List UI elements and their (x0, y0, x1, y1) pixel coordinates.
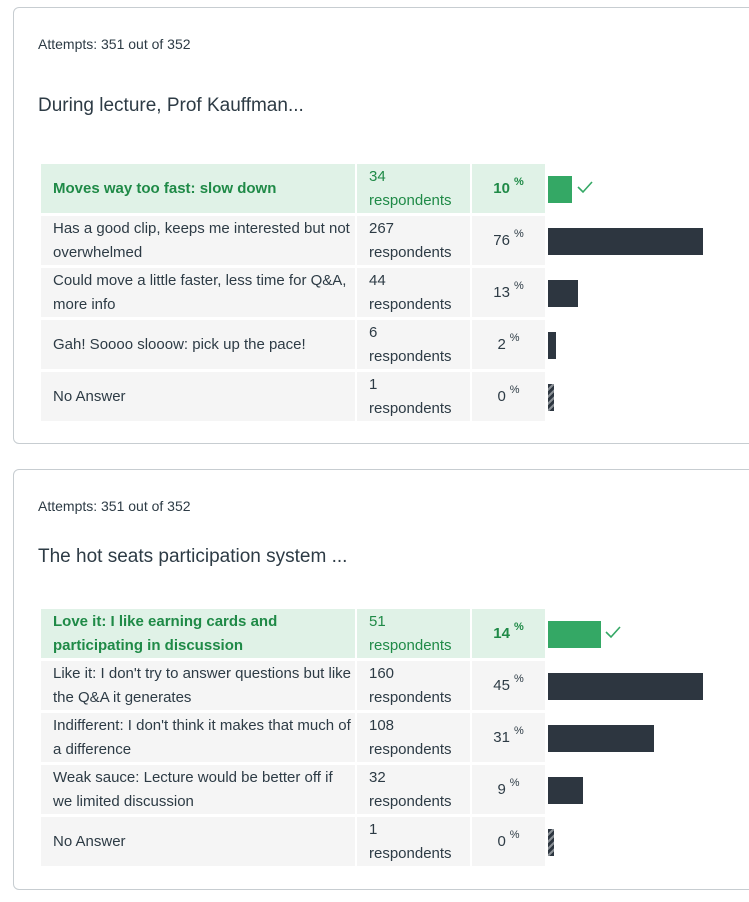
result-bar (548, 280, 578, 307)
result-bar (548, 777, 583, 804)
respondent-count: 6 respondents (357, 320, 470, 369)
answer-label: Moves way too fast: slow down (41, 164, 355, 213)
respondent-count: 1 respondents (357, 817, 470, 866)
percent-value: 45% (472, 661, 545, 710)
attempts-text: Attempts: 351 out of 352 (38, 498, 191, 514)
result-bar (548, 673, 703, 700)
answer-label: Could move a little faster, less time fo… (41, 268, 355, 317)
result-bar (548, 621, 601, 648)
result-bar (548, 228, 703, 255)
percent-value: 14% (472, 609, 545, 658)
respondent-count: 267 respondents (357, 216, 470, 265)
answer-label: Weak sauce: Lecture would be better off … (41, 765, 355, 814)
answer-label: Gah! Soooo slooow: pick up the pace! (41, 320, 355, 369)
correct-check-icon (605, 626, 621, 639)
percent-value: 0% (472, 817, 545, 866)
percent-value: 0% (472, 372, 545, 421)
result-bar (548, 332, 556, 359)
respondent-count: 34 respondents (357, 164, 470, 213)
percent-value: 10% (472, 164, 545, 213)
answer-label: Like it: I don't try to answer questions… (41, 661, 355, 710)
result-bar (548, 384, 554, 411)
attempts-text: Attempts: 351 out of 352 (38, 36, 191, 52)
answer-label: Has a good clip, keeps me interested but… (41, 216, 355, 265)
question-card-1: Attempts: 351 out of 352 During lecture,… (13, 7, 749, 444)
answer-label: Love it: I like earning cards and partic… (41, 609, 355, 658)
percent-value: 2% (472, 320, 545, 369)
correct-check-icon (577, 181, 593, 194)
respondent-count: 1 respondents (357, 372, 470, 421)
respondent-count: 44 respondents (357, 268, 470, 317)
result-bar (548, 176, 572, 203)
question-card-2: Attempts: 351 out of 352 The hot seats p… (13, 469, 749, 890)
respondent-count: 51 respondents (357, 609, 470, 658)
question-text: The hot seats participation system ... (38, 546, 348, 567)
percent-value: 31% (472, 713, 545, 762)
answer-label: No Answer (41, 817, 355, 866)
percent-value: 13% (472, 268, 545, 317)
respondent-count: 32 respondents (357, 765, 470, 814)
percent-value: 76% (472, 216, 545, 265)
respondent-count: 160 respondents (357, 661, 470, 710)
answer-label: Indifferent: I don't think it makes that… (41, 713, 355, 762)
answer-label: No Answer (41, 372, 355, 421)
percent-value: 9% (472, 765, 545, 814)
respondent-count: 108 respondents (357, 713, 470, 762)
result-bar (548, 829, 554, 856)
question-text: During lecture, Prof Kauffman... (38, 95, 304, 116)
result-bar (548, 725, 654, 752)
